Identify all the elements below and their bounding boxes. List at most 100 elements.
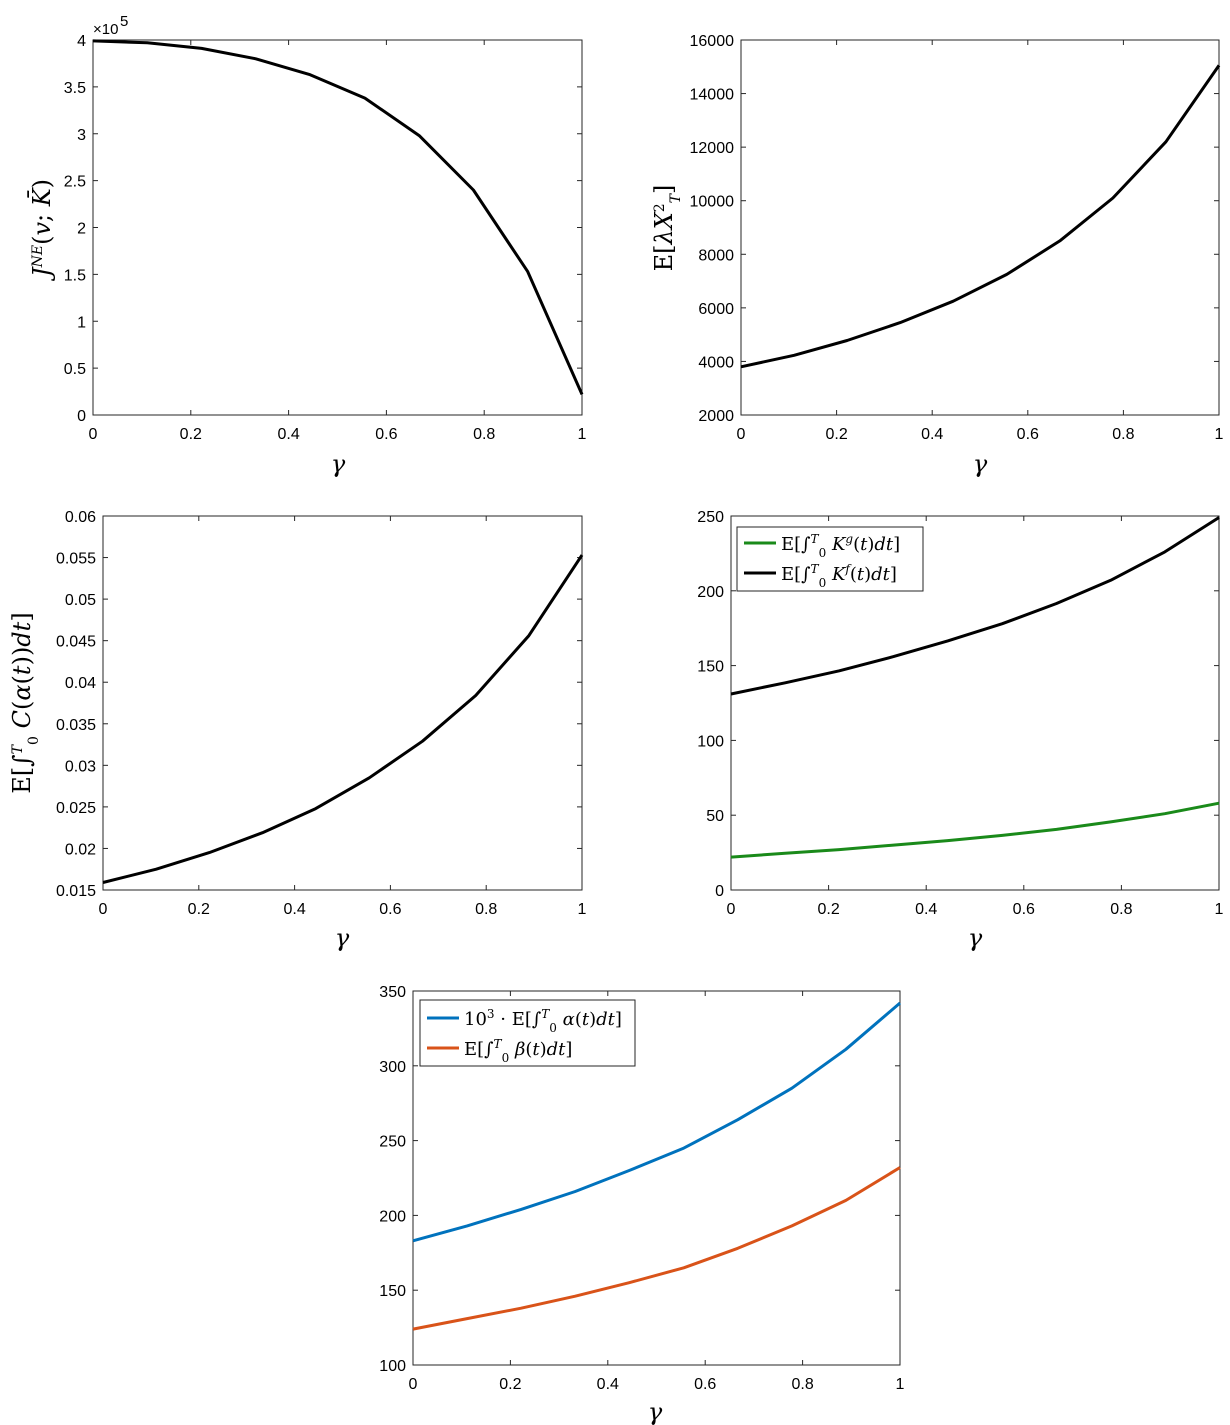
ytick-label: 0.015 xyxy=(56,883,96,900)
xlabel-top-left: γ xyxy=(331,450,346,478)
ytick-label: 0.02 xyxy=(65,841,96,858)
ytick-label: 250 xyxy=(379,1134,406,1151)
ylabel-top-left: JNE(v; K̄) xyxy=(28,179,56,282)
series-line-top-right-0 xyxy=(740,64,1221,369)
ytick-label: 200 xyxy=(697,584,724,601)
ytick-label: 250 xyxy=(697,509,724,526)
lines-bottom xyxy=(412,1001,901,1331)
ytick-label: 4 xyxy=(77,33,86,50)
ytick-label: 350 xyxy=(379,984,406,1001)
xtick-label: 0.6 xyxy=(1013,901,1035,918)
ytick-label: 1 xyxy=(77,314,86,331)
ticks-top-right: 0 0.2 0.4 0.6 0.8 120004000600080001000012000… xyxy=(690,33,1224,443)
xtick-label: 0.8 xyxy=(473,426,495,443)
ytick-label: 0.03 xyxy=(65,758,96,775)
series-line-top-left-0 xyxy=(92,39,584,396)
xtick-label: 0.2 xyxy=(817,901,839,918)
series-line-middle-right-0 xyxy=(730,801,1220,859)
ytick-label: 0.055 xyxy=(56,551,96,568)
legend-middle-right: E[∫T0 Kg(t)dt] E[∫T0 Kf(t)dt] xyxy=(736,526,924,592)
legend-label-beta: E[∫T0 β(t)dt] xyxy=(464,1037,572,1065)
series-line-middle-left-0 xyxy=(102,554,584,884)
xtick-label: 0.8 xyxy=(791,1376,813,1393)
panel-bottom: 0 0.2 0.4 0.6 0.8 1 100 150 200 250 300 350 γ 103 ·… xyxy=(379,984,904,1425)
ytick-label: 0.5 xyxy=(64,361,86,378)
xtick-label: 0.8 xyxy=(475,901,497,918)
xtick-label: 0.8 xyxy=(1110,901,1132,918)
ytick-label: 8000 xyxy=(698,247,734,264)
ytick-label: 200 xyxy=(379,1208,406,1225)
ytick-label: 0.035 xyxy=(56,717,96,734)
ytick-label: 6000 xyxy=(698,301,734,318)
xlabel-middle-left: γ xyxy=(335,924,350,952)
ylabel-middle-left: E[∫T0 C(α(t))dt] xyxy=(8,612,42,793)
xtick-label: 0.4 xyxy=(277,426,299,443)
ytick-label: 1.5 xyxy=(64,267,86,284)
ytick-label: 50 xyxy=(706,808,724,825)
xtick-label: 0.4 xyxy=(597,1376,619,1393)
xtick-label: 0.6 xyxy=(694,1376,716,1393)
xtick-label: 1 xyxy=(578,426,587,443)
xtick-label: 0.8 xyxy=(1112,426,1134,443)
ytick-label: 150 xyxy=(697,659,724,676)
legend-label-kg: E[∫T0 Kg(t)dt] xyxy=(781,532,900,560)
legend-bottom: 103 · E[∫T0 α(t)dt] E[∫T0 β(t)dt] xyxy=(419,999,636,1067)
xtick-label: 0.2 xyxy=(180,426,202,443)
panel-middle-right: 0 0.2 0.4 0.6 0.8 1 0 50 100 150 200 250 γ E[∫T0 Kg… xyxy=(697,509,1223,952)
ytick-label: 4000 xyxy=(698,354,734,371)
ytick-label: 10000 xyxy=(690,194,735,211)
xtick-label: 0 xyxy=(89,426,98,443)
multiplier-exponent: 5 xyxy=(120,13,128,30)
ytick-label: 150 xyxy=(379,1283,406,1300)
ytick-label: 12000 xyxy=(690,140,735,157)
ytick-label: 2 xyxy=(77,221,86,238)
legend-label-alpha: 103 · E[∫T0 α(t)dt] xyxy=(464,1007,622,1035)
ytick-label: 0.04 xyxy=(65,675,96,692)
xtick-label: 0.2 xyxy=(188,901,210,918)
multiplier-top-left: ×10 xyxy=(93,21,118,38)
ticks-middle-right: 0 0.2 0.4 0.6 0.8 1 0 50 100 150 200 250 xyxy=(697,509,1223,918)
panel-top-left: 0 0.2 0.4 0.6 0.8 100.511.522.533.54 ×10 5 γ … xyxy=(28,13,587,478)
ticks-middle-left: 0 0.2 0.4 0.6 0.8 1 0.015 0.02 0.025 0.03 0.035 0.0… xyxy=(56,509,587,918)
xtick-label: 0.4 xyxy=(283,901,305,918)
xtick-label: 1 xyxy=(578,901,587,918)
series-line-bottom-1 xyxy=(412,1166,901,1331)
xtick-label: 0 xyxy=(737,426,746,443)
ytick-label: 14000 xyxy=(690,87,735,104)
xlabel-middle-right: γ xyxy=(968,924,983,952)
panel-top-right: 0 0.2 0.4 0.6 0.8 120004000600080001000012000… xyxy=(650,33,1224,478)
ytick-label: 100 xyxy=(379,1358,406,1375)
lines-middle-left xyxy=(102,554,584,884)
xlabel-top-right: γ xyxy=(973,450,988,478)
xtick-label: 0.6 xyxy=(379,901,401,918)
xtick-label: 0.4 xyxy=(915,901,937,918)
xtick-label: 0 xyxy=(409,1376,418,1393)
xlabel-bottom: γ xyxy=(648,1398,663,1425)
xtick-label: 0.6 xyxy=(1017,426,1039,443)
series-line-middle-right-1 xyxy=(730,516,1220,696)
ylabel-top-right: E[λX2T] xyxy=(650,185,684,272)
ytick-label: 16000 xyxy=(690,33,735,50)
ytick-label: 0.06 xyxy=(65,509,96,526)
lines-middle-right xyxy=(730,516,1220,859)
xtick-label: 0.2 xyxy=(825,426,847,443)
ytick-label: 0.05 xyxy=(65,592,96,609)
ytick-label: 0 xyxy=(715,883,724,900)
ytick-label: 300 xyxy=(379,1059,406,1076)
ytick-label: 3.5 xyxy=(64,80,86,97)
xtick-label: 0 xyxy=(99,901,108,918)
xtick-label: 0.4 xyxy=(921,426,943,443)
series-line-bottom-0 xyxy=(412,1001,901,1243)
xtick-label: 1 xyxy=(1215,901,1224,918)
xtick-label: 0 xyxy=(727,901,736,918)
lines-top-left xyxy=(92,39,584,396)
ytick-label: 3 xyxy=(77,127,86,144)
xtick-label: 0.2 xyxy=(499,1376,521,1393)
ytick-label: 0.045 xyxy=(56,634,96,651)
xtick-label: 1 xyxy=(1215,426,1224,443)
legend-label-kf: E[∫T0 Kf(t)dt] xyxy=(781,562,897,590)
xtick-label: 1 xyxy=(896,1376,905,1393)
ytick-label: 0 xyxy=(77,408,86,425)
xtick-label: 0.6 xyxy=(375,426,397,443)
